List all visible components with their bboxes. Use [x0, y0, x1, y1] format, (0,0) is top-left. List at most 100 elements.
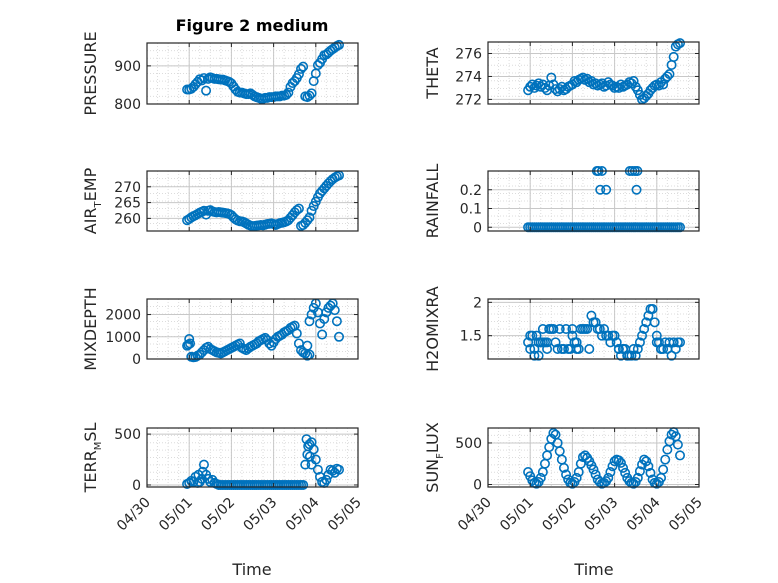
data-point — [632, 343, 643, 354]
data-point — [628, 343, 639, 354]
y-tick-label: 274 — [455, 69, 482, 85]
data-point — [525, 81, 536, 92]
x-tick-label: 05/01 — [156, 495, 196, 535]
y-axis-label: RAINFALL — [423, 164, 442, 239]
data-point — [618, 462, 629, 473]
data-point — [573, 343, 584, 354]
data-point — [561, 323, 572, 334]
x-tick-label: 05/02 — [198, 495, 238, 535]
axes-box — [487, 170, 700, 232]
data-point — [645, 467, 656, 478]
data-point — [675, 450, 686, 461]
data-point — [300, 459, 311, 470]
y-tick-label: 272 — [455, 92, 482, 108]
data-point — [582, 323, 593, 334]
x-tick-label: 05/03 — [241, 495, 281, 535]
data-point — [634, 337, 645, 348]
subplot-5: 0 1000 2000 MIXDEPTH — [81, 287, 359, 371]
y-axis-label: MIXDEPTH — [81, 287, 100, 370]
data-point — [296, 63, 307, 74]
data-point — [198, 459, 209, 470]
y-tick-label: 2 — [473, 295, 482, 311]
data-point — [291, 205, 302, 216]
axes-box — [487, 41, 700, 105]
x-axis-label-left: Time — [231, 560, 271, 579]
y-tick-label: 2000 — [105, 308, 141, 324]
x-tick-label: 04/30 — [114, 495, 154, 535]
data-point — [558, 462, 569, 473]
data-point — [658, 464, 669, 475]
y-tick-label: 260 — [114, 211, 141, 227]
series-markers — [523, 38, 686, 105]
data-point — [571, 337, 582, 348]
y-tick-label: 800 — [114, 97, 141, 113]
data-point — [306, 88, 317, 99]
data-point — [188, 476, 199, 487]
y-tick-label: 0 — [473, 478, 482, 494]
data-point — [620, 467, 631, 478]
series-markers — [182, 434, 345, 490]
data-point — [609, 330, 620, 341]
data-point — [584, 343, 595, 354]
data-point — [196, 75, 207, 86]
data-point — [527, 330, 538, 341]
data-point — [334, 464, 345, 475]
data-point — [647, 303, 658, 314]
data-point — [558, 343, 569, 354]
x-tick-label: 05/03 — [582, 495, 622, 535]
data-point — [556, 454, 567, 465]
x-tick-label: 05/05 — [325, 495, 365, 535]
x-tick-label: 05/02 — [539, 495, 579, 535]
data-point — [660, 454, 671, 465]
data-point — [306, 459, 317, 470]
series-markers — [182, 298, 345, 363]
data-point — [201, 85, 212, 96]
data-point — [306, 205, 317, 216]
data-point — [615, 457, 626, 468]
y-tick-label: 0 — [132, 352, 141, 368]
y-tick-label: 0 — [132, 478, 141, 494]
data-point — [193, 469, 204, 480]
data-point — [594, 323, 605, 334]
data-point — [613, 343, 624, 354]
series-markers — [523, 166, 686, 233]
y-tick-label: 0.1 — [460, 202, 482, 218]
data-point — [298, 61, 309, 72]
y-axis-label: H2OMIXRA — [423, 286, 442, 372]
data-point — [611, 337, 622, 348]
data-point — [301, 434, 312, 445]
data-point — [548, 427, 559, 438]
y-tick-label: 1.5 — [460, 329, 482, 345]
data-point — [626, 350, 637, 361]
data-point — [639, 323, 650, 334]
y-axis-label: PRESSURE — [81, 31, 100, 115]
data-point — [634, 466, 645, 477]
data-point — [539, 458, 550, 469]
data-point — [656, 343, 667, 354]
data-point — [334, 331, 345, 342]
data-point — [304, 316, 315, 327]
x-tick-label: 05/04 — [283, 494, 323, 534]
data-point — [291, 328, 302, 339]
data-point — [317, 329, 328, 340]
data-point — [622, 350, 633, 361]
data-point — [334, 39, 345, 50]
data-point — [319, 313, 330, 324]
data-point — [554, 446, 565, 457]
data-point — [668, 51, 679, 62]
series-markers — [523, 303, 686, 361]
y-axis-label: THETA — [423, 47, 442, 99]
data-point — [651, 330, 662, 341]
data-point — [643, 461, 654, 472]
data-point — [641, 456, 652, 467]
axes-box — [146, 170, 359, 232]
data-point — [182, 340, 193, 351]
data-point — [306, 309, 317, 320]
subplot-2: 272 274 276 THETA — [423, 38, 700, 108]
subplot-6: 1.5 2 H2OMIXRA — [423, 286, 700, 372]
data-point — [675, 337, 686, 348]
y-axis-label: TERRMSL — [81, 423, 104, 494]
data-point — [183, 339, 194, 350]
axes-box — [146, 298, 359, 360]
